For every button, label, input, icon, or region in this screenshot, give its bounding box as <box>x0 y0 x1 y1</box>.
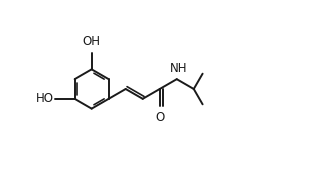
Text: NH: NH <box>170 62 187 75</box>
Text: OH: OH <box>82 35 101 48</box>
Text: HO: HO <box>35 92 53 105</box>
Text: O: O <box>155 111 164 124</box>
